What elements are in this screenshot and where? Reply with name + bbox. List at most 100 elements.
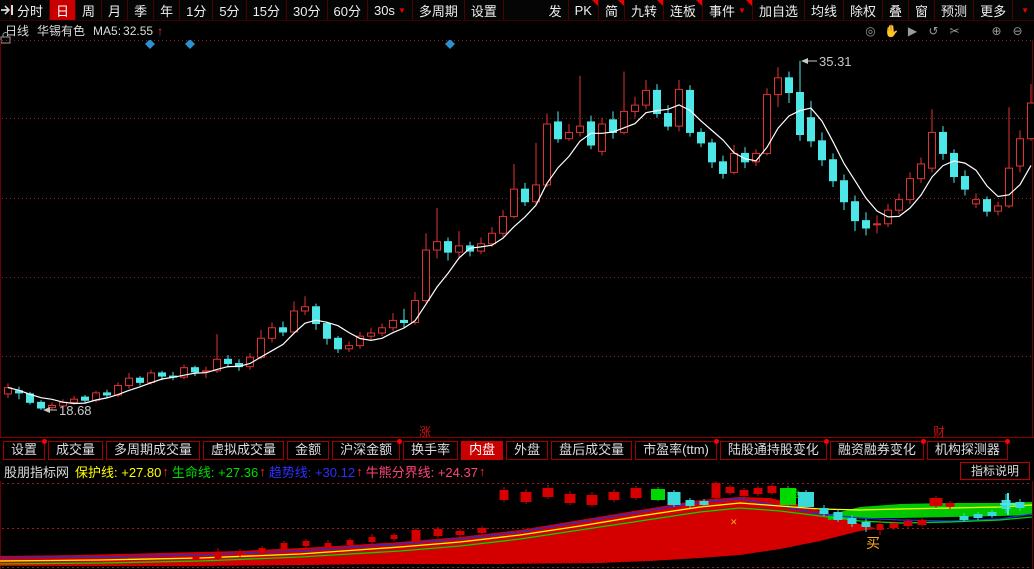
tab-5[interactable]: 沪深金额: [332, 439, 403, 460]
event-diamond-icon[interactable]: [185, 40, 195, 49]
candle-body: [785, 77, 793, 94]
toolbar-item-label: 除权: [850, 3, 877, 19]
sub-candle-body: [214, 552, 222, 558]
tab-1[interactable]: 成交量: [48, 441, 104, 460]
candle-body: [862, 220, 870, 229]
candle-body: [268, 327, 276, 339]
candlestick-chart[interactable]: 35.31 18.68 涨 财: [0, 40, 1034, 438]
toolbar-right-item-9[interactable]: 叠: [883, 0, 910, 20]
sub-candle-body: [390, 535, 398, 539]
toolbar-right-item-1[interactable]: PK: [569, 0, 599, 20]
toolbar-right-item-6[interactable]: 加自选: [753, 0, 805, 20]
sub-candle-body: [945, 503, 955, 507]
toolbar-left-item-13[interactable]: 设置: [465, 0, 504, 20]
candle-body: [598, 123, 606, 152]
dropdown-caret-icon: ▼: [397, 5, 406, 15]
toolbar-right-item-0[interactable]: 发: [543, 0, 569, 20]
tab-7[interactable]: 内盘: [461, 441, 504, 460]
toolbar-item-label: 月: [108, 3, 122, 19]
toolbar-left-item-11[interactable]: 30s ▼: [368, 0, 413, 20]
tab-label: 外盘: [514, 442, 541, 457]
sub-candle-body: [847, 518, 857, 524]
toolbar-item-label: 年: [160, 3, 174, 19]
high-callout-arrow: [801, 58, 808, 64]
toolbar-left-item-10[interactable]: 60分: [328, 0, 368, 20]
candle-body: [1005, 167, 1013, 207]
candle-body: [257, 337, 265, 358]
toolbar-right-item-3[interactable]: 九转: [625, 0, 665, 20]
zoom-in-icon[interactable]: ⊕: [991, 23, 1002, 38]
toolbar-right-item-7[interactable]: 均线: [805, 0, 844, 20]
sub-candle-body: [725, 487, 735, 493]
notification-dot: [823, 439, 829, 444]
indicator-item-0: 保护线: +27.80: [75, 464, 162, 480]
collapse-right-icon[interactable]: ▼: [1, 0, 1034, 20]
candle-body: [928, 131, 936, 169]
toolbar-spacer: [504, 0, 543, 20]
sub-candle-body: [324, 543, 332, 547]
toolbar-left-item-8[interactable]: 15分: [247, 0, 288, 20]
sub-candle-body: [586, 495, 598, 505]
event-diamond-icon[interactable]: [445, 40, 455, 49]
eye-icon[interactable]: ◎: [865, 23, 876, 38]
tab-label: 融资融券变化: [837, 442, 916, 457]
sub-candle-body: [542, 488, 554, 497]
tab-10[interactable]: 市盈率(ttm): [635, 439, 719, 460]
zoom-out-icon[interactable]: ⊖: [1012, 23, 1023, 38]
toolbar-left-item-12[interactable]: 多周期: [413, 0, 465, 20]
candle-body: [719, 161, 727, 174]
tab-8[interactable]: 外盘: [506, 441, 549, 460]
candle-body: [1016, 138, 1024, 167]
candle-body: [125, 377, 133, 387]
candle-body: [708, 142, 716, 163]
candle-body: [488, 232, 496, 245]
toolbar-left-item-5[interactable]: 年: [154, 0, 181, 20]
toolbar-left-item-7[interactable]: 5分: [213, 0, 247, 20]
candle-body: [70, 398, 78, 403]
toolbar-left-item-6[interactable]: 1分: [180, 0, 214, 20]
toolbar-left-item-2[interactable]: 周: [76, 0, 103, 20]
sub-candle-body: [368, 537, 376, 542]
tab-4[interactable]: 金额: [287, 441, 330, 460]
play-icon[interactable]: ▶: [907, 23, 918, 38]
ma-label: MA5:: [93, 23, 122, 38]
toolbar-right-item-5[interactable]: 事件 ▼: [703, 0, 753, 20]
toolbar-right-item-12[interactable]: 更多: [974, 0, 1014, 20]
candle-body: [312, 306, 320, 325]
indicator-help-button[interactable]: 指标说明: [959, 462, 1030, 480]
candle-body: [290, 310, 298, 333]
toolbar-right-item-10[interactable]: 窗: [909, 0, 936, 20]
toolbar-item-label: 多周期: [418, 3, 458, 19]
event-diamond-icon[interactable]: [145, 40, 155, 49]
toolbar-left-item-9[interactable]: 30分: [287, 0, 328, 20]
tab-0[interactable]: 设置: [3, 439, 48, 460]
candle-body: [411, 299, 419, 324]
toolbar-right-item-11[interactable]: 预测: [935, 0, 975, 20]
toolbar-right-item-4[interactable]: 连板: [664, 0, 704, 20]
toolbar-right-item-2[interactable]: 简: [599, 0, 625, 20]
candle-body: [191, 367, 199, 373]
scissors-icon[interactable]: ✂: [949, 23, 960, 38]
hand-icon[interactable]: ✋: [884, 23, 899, 38]
toolbar-right-item-8[interactable]: 除权: [844, 0, 884, 20]
candle-body: [730, 152, 738, 173]
toolbar-item-label: 季: [134, 3, 148, 19]
tab-13[interactable]: 机构探测器: [926, 439, 1010, 460]
tab-12[interactable]: 融资融券变化: [829, 439, 926, 460]
toolbar-item-label: 更多: [980, 3, 1007, 19]
toolbar-left-item-4[interactable]: 季: [128, 0, 155, 20]
tab-9[interactable]: 盘后成交量: [551, 441, 633, 460]
candle-body: [576, 125, 584, 133]
toolbar-left-item-3[interactable]: 月: [102, 0, 129, 20]
toolbar-left-item-1[interactable]: 日: [50, 0, 77, 20]
notification-dot: [1004, 439, 1010, 444]
tab-3[interactable]: 虚拟成交量: [203, 441, 285, 460]
tab-6[interactable]: 换手率: [403, 441, 459, 460]
candle-body: [664, 113, 672, 127]
tab-2[interactable]: 多周期成交量: [106, 441, 201, 460]
toolbar-left-item-0[interactable]: 分时: [11, 0, 51, 20]
undo-icon[interactable]: ↺: [928, 23, 939, 38]
indicator-sub-chart[interactable]: 危 ✕ 买: [0, 481, 1034, 569]
tab-11[interactable]: 陆股通持股变化: [719, 439, 829, 460]
notification-dot: [42, 439, 48, 444]
